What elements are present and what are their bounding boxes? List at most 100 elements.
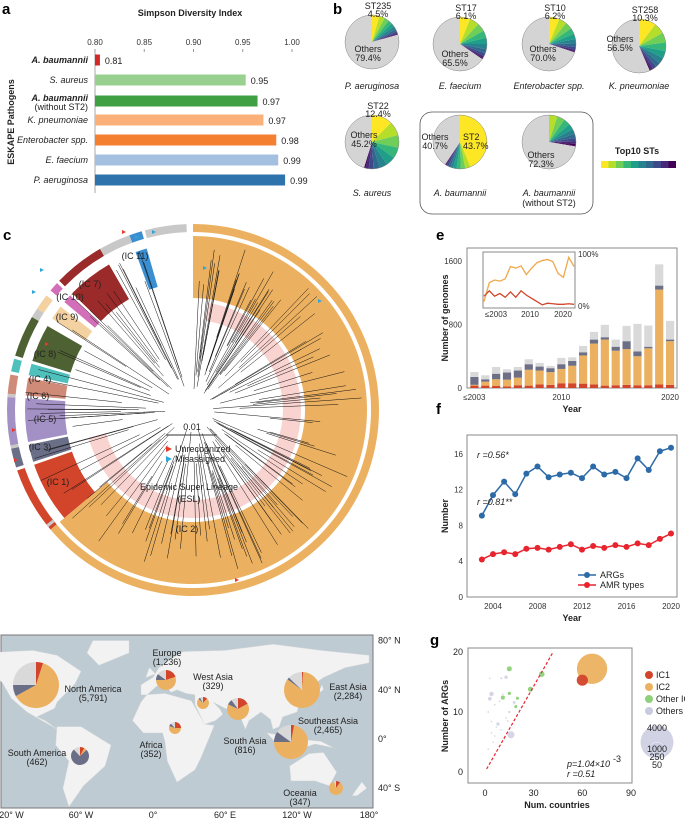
pie-slice — [372, 142, 387, 168]
tree-branch — [237, 463, 294, 532]
tree-branch — [219, 465, 262, 553]
pie-slice — [372, 142, 394, 165]
region-pie-slice — [336, 781, 341, 788]
legend-title: Top10 STs — [615, 146, 659, 156]
bar-segment-others — [470, 371, 479, 377]
tree-branch — [209, 428, 278, 506]
marker-triangle-icon — [45, 342, 49, 346]
bar-segment-ic2 — [470, 384, 479, 386]
others-pct: 45.2% — [351, 139, 377, 149]
tree-branch — [205, 286, 250, 382]
chart-title: Simpson Diversity Index — [138, 8, 243, 18]
bar — [95, 95, 258, 107]
legend-swatch — [631, 161, 639, 168]
regression-line — [486, 651, 554, 770]
clade-label: (IC 8) — [34, 349, 57, 359]
value-label: 0.97 — [268, 116, 286, 126]
tree-branch — [253, 372, 313, 392]
tree-branch — [74, 299, 169, 388]
bar-segment-others — [589, 331, 599, 340]
pie-slice — [549, 23, 572, 44]
y-axis-label: Number of genomes — [440, 274, 450, 361]
panel-b-pies — [344, 14, 676, 215]
region-count: (329) — [202, 681, 223, 691]
pie-slice — [372, 26, 396, 42]
pie-name: P. aeruginosa — [345, 81, 399, 91]
pie-name: K. pneumoniae — [609, 81, 670, 91]
others-label: Others — [529, 44, 557, 54]
legend-swatch — [608, 161, 616, 168]
tree-branch — [71, 423, 173, 490]
bar-segment-other-ics — [502, 372, 512, 380]
scatter-point-others — [498, 700, 501, 702]
x-axis-label: Year — [562, 404, 582, 414]
tree-branch — [212, 441, 278, 545]
region-pie-slice — [302, 672, 304, 690]
tree-branch — [219, 306, 274, 376]
bar-segment-others — [513, 366, 522, 371]
bar-segment-others — [622, 325, 631, 342]
region-pie — [169, 722, 181, 734]
panel-f-line-chart — [466, 434, 678, 598]
bar-segment-others — [665, 320, 675, 340]
region-pie-slice — [175, 722, 181, 728]
bar — [95, 154, 279, 166]
bar-segment-other-ics — [622, 341, 631, 350]
others-pct: 70.0% — [530, 53, 556, 63]
data-point — [656, 448, 663, 455]
tree-branch — [211, 472, 229, 529]
panel-label-a: a — [2, 1, 11, 18]
pie-slice — [639, 32, 666, 46]
data-point — [501, 549, 508, 556]
region-pie-slice — [274, 725, 309, 759]
y-tick-label: 12 — [454, 486, 463, 495]
region-pie-slice — [231, 698, 238, 709]
pie-slice — [639, 46, 664, 64]
tree-branch — [241, 466, 295, 527]
others-pct: 72.3% — [528, 159, 554, 169]
region-pie-slice — [15, 663, 59, 708]
bar-segment-ic2 — [481, 381, 490, 386]
tree-branch — [86, 432, 166, 499]
tree-branch — [45, 380, 159, 404]
legend-marker — [645, 671, 653, 679]
tree-branch — [72, 329, 170, 395]
correlation-annotation: r =0.56* — [477, 450, 509, 460]
pie-slice — [460, 44, 486, 57]
pie-slice — [372, 23, 395, 42]
scatter-point-others — [489, 691, 494, 697]
region-pie — [274, 725, 309, 759]
tree-branch — [234, 354, 330, 394]
value-label: 0.99 — [283, 156, 301, 166]
pie-slice — [549, 141, 577, 145]
tree-branch — [116, 269, 166, 360]
pie-slice — [639, 46, 654, 71]
x-tick-label: 2012 — [573, 602, 591, 611]
y-tick-label: 0 — [458, 384, 463, 393]
clade-outer-band — [50, 283, 63, 296]
marker-triangle-icon — [152, 230, 156, 234]
tree-branch — [218, 423, 332, 487]
tree-branch — [145, 455, 175, 530]
tree-branch — [240, 293, 310, 363]
bar-segment-ic2 — [579, 355, 588, 384]
others-label: Others — [421, 132, 449, 142]
pie-slice — [433, 115, 460, 165]
y-tick-label: 0 — [459, 593, 464, 602]
bar-segment-ic2 — [622, 349, 631, 385]
top-st-pct: 43.7% — [463, 141, 489, 151]
region-pie-slice — [227, 703, 249, 720]
tree-branch — [34, 429, 129, 459]
clade-label: (IC 7) — [79, 279, 102, 289]
tree-branch — [195, 463, 201, 536]
bar-segment-other-ics — [655, 285, 664, 290]
esl-abbrev: (ESL) — [177, 494, 200, 504]
bar-segment-others — [600, 324, 609, 338]
data-point — [645, 467, 652, 474]
y-tick-label: 8 — [459, 521, 464, 530]
region-pie — [329, 781, 344, 795]
tree-branch — [213, 397, 362, 409]
clade-outer-band — [11, 447, 24, 468]
region-pie-slice — [288, 671, 302, 690]
